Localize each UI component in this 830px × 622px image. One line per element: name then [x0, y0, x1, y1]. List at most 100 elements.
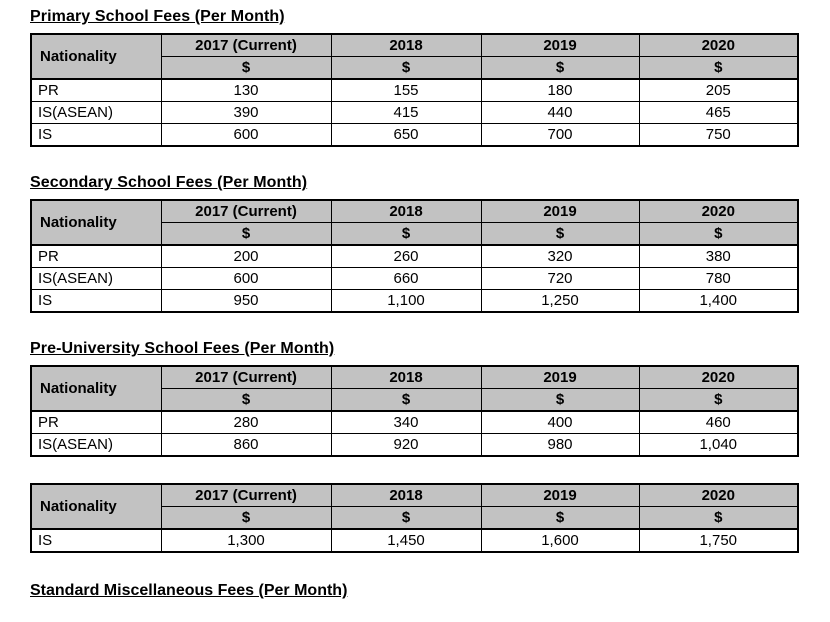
year-header-row: Nationality 2017 (Current) 2018 2019 202…: [30, 483, 799, 530]
currency-header-row: $ $ $ $: [31, 506, 799, 530]
year-header: 2019: [480, 483, 640, 507]
currency-header: $: [330, 388, 482, 412]
year-header-row: Nationality 2017 (Current) 2018 2019 202…: [30, 199, 799, 246]
secondary-fees-section: Secondary School Fees (Per Month) Nation…: [30, 173, 830, 313]
fee-value-cell: 205: [638, 78, 799, 102]
fee-value-cell: 950: [160, 289, 332, 313]
year-header: 2020: [638, 483, 799, 507]
fee-value-cell: 260: [330, 244, 482, 268]
fee-value-cell: 1,600: [480, 528, 640, 553]
nationality-cell: IS: [30, 123, 162, 147]
year-header: 2017 (Current): [160, 33, 332, 57]
currency-header: $: [160, 388, 332, 412]
year-header: 2020: [638, 199, 799, 223]
year-header-row: Nationality 2017 (Current) 2018 2019 202…: [30, 365, 799, 412]
fee-value-cell: 415: [330, 101, 482, 124]
year-header: 2018: [330, 483, 482, 507]
currency-header-row: $ $ $ $: [31, 388, 799, 412]
year-header: 2020: [638, 365, 799, 389]
year-header: 2020: [638, 33, 799, 57]
fee-value-cell: 1,450: [330, 528, 482, 553]
year-header: 2017 (Current): [160, 483, 332, 507]
nationality-cell: IS: [30, 528, 162, 553]
currency-header: $: [480, 388, 640, 412]
fee-value-cell: 200: [160, 244, 332, 268]
fee-value-cell: 750: [638, 123, 799, 147]
nationality-cell: PR: [30, 244, 162, 268]
nationality-header: Nationality: [30, 33, 162, 80]
fee-value-cell: 400: [480, 410, 640, 434]
fee-value-cell: 465: [638, 101, 799, 124]
nationality-header: Nationality: [30, 365, 162, 412]
table-row: IS 600 650 700 750: [30, 123, 799, 147]
fee-value-cell: 460: [638, 410, 799, 434]
nationality-cell: PR: [30, 410, 162, 434]
year-header: 2017 (Current): [160, 365, 332, 389]
fee-value-cell: 1,250: [480, 289, 640, 313]
year-header: 2019: [480, 199, 640, 223]
table-row: PR 280 340 400 460: [30, 410, 799, 434]
fee-value-cell: 380: [638, 244, 799, 268]
fee-value-cell: 340: [330, 410, 482, 434]
currency-header: $: [480, 56, 640, 80]
fee-value-cell: 600: [160, 267, 332, 290]
primary-fees-table: Nationality 2017 (Current) 2018 2019 202…: [30, 33, 799, 147]
fee-value-cell: 320: [480, 244, 640, 268]
currency-header: $: [638, 388, 799, 412]
secondary-fees-table: Nationality 2017 (Current) 2018 2019 202…: [30, 199, 799, 313]
pre-university-fees-section: Pre-University School Fees (Per Month) N…: [30, 339, 830, 457]
fee-value-cell: 155: [330, 78, 482, 102]
fee-value-cell: 600: [160, 123, 332, 147]
table-row: IS 950 1,100 1,250 1,400: [30, 289, 799, 313]
table-row: IS 1,300 1,450 1,600 1,750: [30, 528, 799, 553]
nationality-cell: IS: [30, 289, 162, 313]
fee-value-cell: 920: [330, 433, 482, 457]
pre-university-is-fees-section: Nationality 2017 (Current) 2018 2019 202…: [30, 483, 830, 553]
section-title: Secondary School Fees (Per Month): [30, 174, 308, 191]
primary-fees-section: Primary School Fees (Per Month) National…: [30, 7, 830, 147]
nationality-cell: PR: [30, 78, 162, 102]
nationality-cell: IS(ASEAN): [30, 433, 162, 457]
fee-value-cell: 720: [480, 267, 640, 290]
fee-value-cell: 860: [160, 433, 332, 457]
standard-misc-fees-heading: Standard Miscellaneous Fees (Per Month): [30, 582, 348, 599]
currency-header-row: $ $ $ $: [31, 56, 799, 80]
fee-value-cell: 390: [160, 101, 332, 124]
currency-header: $: [160, 506, 332, 530]
nationality-header: Nationality: [30, 483, 162, 530]
currency-header: $: [480, 506, 640, 530]
year-header: 2019: [480, 33, 640, 57]
fee-value-cell: 980: [480, 433, 640, 457]
document-page: Primary School Fees (Per Month) National…: [30, 7, 830, 599]
year-header: 2019: [480, 365, 640, 389]
table-row: IS(ASEAN) 600 660 720 780: [30, 267, 799, 290]
currency-header: $: [330, 222, 482, 246]
fee-value-cell: 440: [480, 101, 640, 124]
fee-value-cell: 700: [480, 123, 640, 147]
table-row: IS(ASEAN) 860 920 980 1,040: [30, 433, 799, 457]
year-header: 2018: [330, 365, 482, 389]
currency-header: $: [638, 506, 799, 530]
section-title: Pre-University School Fees (Per Month): [30, 340, 335, 357]
currency-header: $: [160, 222, 332, 246]
currency-header-row: $ $ $ $: [31, 222, 799, 246]
fee-value-cell: 1,300: [160, 528, 332, 553]
nationality-cell: IS(ASEAN): [30, 267, 162, 290]
fee-value-cell: 1,400: [638, 289, 799, 313]
currency-header: $: [480, 222, 640, 246]
fee-value-cell: 130: [160, 78, 332, 102]
pre-university-fees-table: Nationality 2017 (Current) 2018 2019 202…: [30, 365, 799, 457]
currency-header: $: [638, 56, 799, 80]
pre-university-is-fees-table: Nationality 2017 (Current) 2018 2019 202…: [30, 483, 799, 553]
table-row: IS(ASEAN) 390 415 440 465: [30, 101, 799, 124]
fee-value-cell: 280: [160, 410, 332, 434]
year-header: 2018: [330, 33, 482, 57]
table-row: PR 130 155 180 205: [30, 78, 799, 102]
year-header-row: Nationality 2017 (Current) 2018 2019 202…: [30, 33, 799, 80]
year-header: 2017 (Current): [160, 199, 332, 223]
currency-header: $: [330, 56, 482, 80]
fee-value-cell: 1,750: [638, 528, 799, 553]
fee-value-cell: 1,100: [330, 289, 482, 313]
table-row: PR 200 260 320 380: [30, 244, 799, 268]
year-header: 2018: [330, 199, 482, 223]
